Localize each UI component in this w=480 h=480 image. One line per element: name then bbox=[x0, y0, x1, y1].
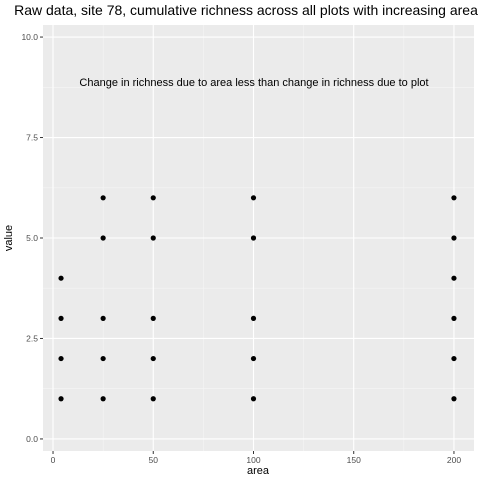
y-tick-label: 10.0 bbox=[21, 32, 38, 42]
x-axis-title: area bbox=[247, 465, 270, 477]
data-point bbox=[101, 195, 106, 200]
data-point bbox=[251, 195, 256, 200]
x-tick-label: 200 bbox=[447, 455, 461, 465]
data-point bbox=[101, 356, 106, 361]
data-point bbox=[101, 396, 106, 401]
data-point bbox=[251, 356, 256, 361]
data-point bbox=[151, 195, 156, 200]
data-point bbox=[451, 316, 456, 321]
data-point bbox=[151, 316, 156, 321]
data-point bbox=[451, 396, 456, 401]
data-point bbox=[451, 276, 456, 281]
x-tick-label: 50 bbox=[149, 455, 159, 465]
data-point bbox=[151, 356, 156, 361]
y-tick-label: 2.5 bbox=[26, 333, 38, 343]
data-point bbox=[58, 396, 63, 401]
data-point bbox=[451, 356, 456, 361]
data-point bbox=[251, 235, 256, 240]
y-tick-label: 0.0 bbox=[26, 434, 38, 444]
x-tick-label: 0 bbox=[51, 455, 56, 465]
chart-annotation: Change in richness due to area less than… bbox=[79, 77, 428, 89]
data-point bbox=[251, 396, 256, 401]
data-point bbox=[451, 235, 456, 240]
y-tick-label: 7.5 bbox=[26, 133, 38, 143]
data-point bbox=[101, 316, 106, 321]
x-tick-label: 100 bbox=[246, 455, 260, 465]
y-axis-title: value bbox=[3, 225, 15, 251]
data-point bbox=[58, 356, 63, 361]
data-point bbox=[101, 235, 106, 240]
y-tick-label: 5.0 bbox=[26, 233, 38, 243]
data-point bbox=[451, 195, 456, 200]
x-tick-label: 150 bbox=[347, 455, 361, 465]
data-point bbox=[151, 235, 156, 240]
data-point bbox=[58, 276, 63, 281]
y-axis: 0.0 2.5 5.0 7.5 10.0 bbox=[21, 32, 43, 444]
data-point bbox=[151, 396, 156, 401]
data-point bbox=[58, 316, 63, 321]
data-point bbox=[251, 316, 256, 321]
chart-title: Raw data, site 78, cumulative richness a… bbox=[14, 2, 478, 18]
x-axis: 0 50 100 150 200 bbox=[51, 451, 462, 465]
